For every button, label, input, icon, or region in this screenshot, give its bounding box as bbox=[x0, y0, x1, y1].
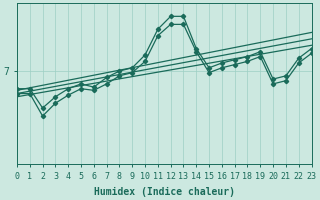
X-axis label: Humidex (Indice chaleur): Humidex (Indice chaleur) bbox=[94, 186, 235, 197]
